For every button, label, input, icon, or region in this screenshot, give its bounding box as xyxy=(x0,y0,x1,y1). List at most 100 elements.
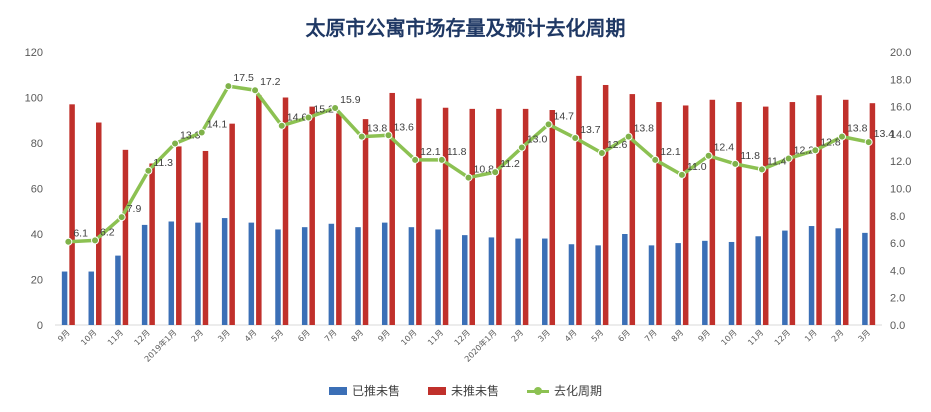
line-point-去化周期 xyxy=(704,151,713,160)
line-point-去化周期 xyxy=(277,121,286,130)
bar-已推未售 xyxy=(168,221,175,325)
bar-未推未售 xyxy=(789,102,796,325)
x-tick-label: 10月 xyxy=(79,328,98,347)
line-point-去化周期 xyxy=(197,128,206,137)
legend-label: 去化周期 xyxy=(554,384,603,398)
bar-已推未售 xyxy=(728,241,735,325)
bar-未推未售 xyxy=(176,146,182,325)
x-tick-label: 12月 xyxy=(773,328,792,347)
data-label-去化周期: 11.0 xyxy=(687,161,707,173)
x-tick-label: 4月 xyxy=(563,328,579,344)
bar-未推未售 xyxy=(629,94,636,326)
line-point-去化周期 xyxy=(251,86,260,95)
line-point-去化周期 xyxy=(517,143,526,152)
bar-已推未售 xyxy=(675,243,681,325)
line-point-去化周期 xyxy=(144,166,153,175)
x-tick-label: 8月 xyxy=(670,328,686,344)
line-point-去化周期 xyxy=(677,170,686,179)
bar-未推未售 xyxy=(496,108,502,325)
bar-未推未售 xyxy=(336,113,342,325)
x-tick-label: 7月 xyxy=(323,328,339,344)
bar-未推未售 xyxy=(416,98,422,325)
x-tick-label: 2月 xyxy=(510,328,526,344)
bar-未推未售 xyxy=(389,92,395,325)
line-point-去化周期 xyxy=(357,132,366,141)
x-tick-label: 3月 xyxy=(536,328,552,344)
data-label-去化周期: 17.2 xyxy=(260,76,281,88)
data-label-去化周期: 13.4 xyxy=(874,128,895,140)
legend-item-去化周期: 去化周期 xyxy=(527,382,602,399)
bar-已推未售 xyxy=(248,222,255,325)
line-point-去化周期 xyxy=(651,155,660,164)
bar-已推未售 xyxy=(755,236,761,325)
data-label-去化周期: 7.9 xyxy=(127,203,142,215)
data-label-去化周期: 6.1 xyxy=(73,228,88,240)
data-label-去化周期: 14.1 xyxy=(207,119,228,131)
data-label-去化周期: 11.8 xyxy=(447,146,467,158)
y-left-tick-label: 100 xyxy=(25,93,43,105)
x-tick-label: 7月 xyxy=(643,328,659,344)
bar-已推未售 xyxy=(195,222,201,325)
line-去化周期 xyxy=(66,84,871,244)
y-right-tick-label: 4.0 xyxy=(890,265,905,277)
y-left-tick-label: 0 xyxy=(37,320,43,332)
bar-已推未售 xyxy=(835,228,841,325)
bar-已推未售 xyxy=(328,223,335,325)
legend: 已推未售 未推未售 去化周期 xyxy=(0,382,931,399)
legend-label: 未推未售 xyxy=(450,384,499,398)
x-tick-label: 2月 xyxy=(830,328,846,344)
bar-已推未售 xyxy=(115,255,121,325)
x-tick-label: 12月 xyxy=(133,328,152,347)
bar-已推未售 xyxy=(88,271,95,325)
line-point-去化周期 xyxy=(864,138,873,147)
x-tick-label: 9月 xyxy=(56,328,72,344)
line-point-去化周期 xyxy=(491,168,500,177)
x-tick-label: 6月 xyxy=(296,328,312,344)
data-label-去化周期: 14.7 xyxy=(554,110,575,122)
x-tick-label: 3月 xyxy=(216,328,232,344)
line-point-去化周期 xyxy=(597,149,606,158)
x-tick-label: 2月 xyxy=(190,328,206,344)
x-tick-label: 11月 xyxy=(746,328,765,347)
x-tick-label: 1月 xyxy=(803,328,819,344)
data-label-去化周期: 12.4 xyxy=(714,142,735,154)
x-tick-label: 10月 xyxy=(399,328,418,347)
line-point-去化周期 xyxy=(171,139,180,148)
bar-未推未售 xyxy=(602,84,609,325)
x-tick-label: 11月 xyxy=(106,328,125,347)
y-right-tick-label: 8.0 xyxy=(890,211,905,223)
line-point-去化周期 xyxy=(464,173,473,182)
line-point-去化周期 xyxy=(64,237,73,246)
bar-未推未售 xyxy=(96,122,102,326)
y-right-tick-label: 6.0 xyxy=(890,238,905,250)
line-point-去化周期 xyxy=(624,132,633,141)
data-label-去化周期: 13.3 xyxy=(180,129,201,141)
data-label-去化周期: 15.9 xyxy=(340,94,361,106)
bar-已推未售 xyxy=(862,232,868,325)
x-tick-label: 5月 xyxy=(270,328,286,344)
data-label-去化周期: 11.3 xyxy=(153,157,173,169)
bar-已推未售 xyxy=(648,245,655,325)
bar-未推未售 xyxy=(256,95,262,325)
bar-已推未售 xyxy=(808,226,815,325)
x-tick-label: 9月 xyxy=(376,328,392,344)
legend-swatch-blue xyxy=(328,386,347,395)
y-right-tick-label: 0.0 xyxy=(890,320,905,332)
bar-未推未售 xyxy=(656,102,662,325)
line-point-去化周期 xyxy=(544,120,553,129)
bar-未推未售 xyxy=(282,97,289,325)
line-point-去化周期 xyxy=(91,236,100,245)
x-tick-label: 5月 xyxy=(590,328,606,344)
bar-未推未售 xyxy=(842,99,849,326)
data-label-去化周期: 14.6 xyxy=(287,112,308,124)
bar-未推未售 xyxy=(682,105,689,326)
x-tick-label: 9月 xyxy=(696,328,712,344)
bar-已推未售 xyxy=(355,227,361,325)
legend-swatch-red xyxy=(427,386,446,395)
data-label-去化周期: 13.8 xyxy=(634,123,655,135)
bar-已推未售 xyxy=(622,234,628,325)
y-right-tick-label: 16.0 xyxy=(890,102,911,114)
bar-未推未售 xyxy=(442,107,449,325)
bar-未推未售 xyxy=(122,149,129,325)
